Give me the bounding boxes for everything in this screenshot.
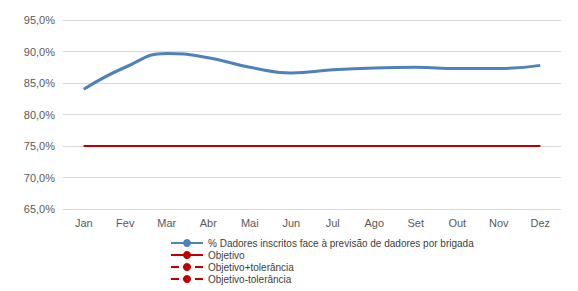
svg-text:Out: Out xyxy=(448,217,466,229)
svg-text:95,0%: 95,0% xyxy=(24,14,55,26)
svg-text:Set: Set xyxy=(407,217,424,229)
svg-text:80,0%: 80,0% xyxy=(24,109,55,121)
svg-text:Objetivo-tolerância: Objetivo-tolerância xyxy=(208,274,292,285)
svg-text:Mai: Mai xyxy=(241,217,259,229)
svg-text:65,0%: 65,0% xyxy=(24,203,55,215)
svg-text:Objetivo: Objetivo xyxy=(208,250,245,261)
svg-text:Dez: Dez xyxy=(530,217,550,229)
svg-text:Fev: Fev xyxy=(116,217,135,229)
svg-text:85,0%: 85,0% xyxy=(24,77,55,89)
svg-text:Abr: Abr xyxy=(200,217,217,229)
svg-text:Nov: Nov xyxy=(489,217,509,229)
svg-text:Ago: Ago xyxy=(364,217,384,229)
svg-text:75,0%: 75,0% xyxy=(24,140,55,152)
svg-text:% Dadores inscritos face à pre: % Dadores inscritos face à previsão de d… xyxy=(208,238,474,249)
svg-text:90,0%: 90,0% xyxy=(24,46,55,58)
svg-text:Jul: Jul xyxy=(326,217,340,229)
svg-text:Objetivo+tolerância: Objetivo+tolerância xyxy=(208,262,294,273)
svg-text:Mar: Mar xyxy=(157,217,176,229)
svg-text:Jan: Jan xyxy=(75,217,93,229)
svg-text:Jun: Jun xyxy=(282,217,300,229)
svg-text:70,0%: 70,0% xyxy=(24,172,55,184)
